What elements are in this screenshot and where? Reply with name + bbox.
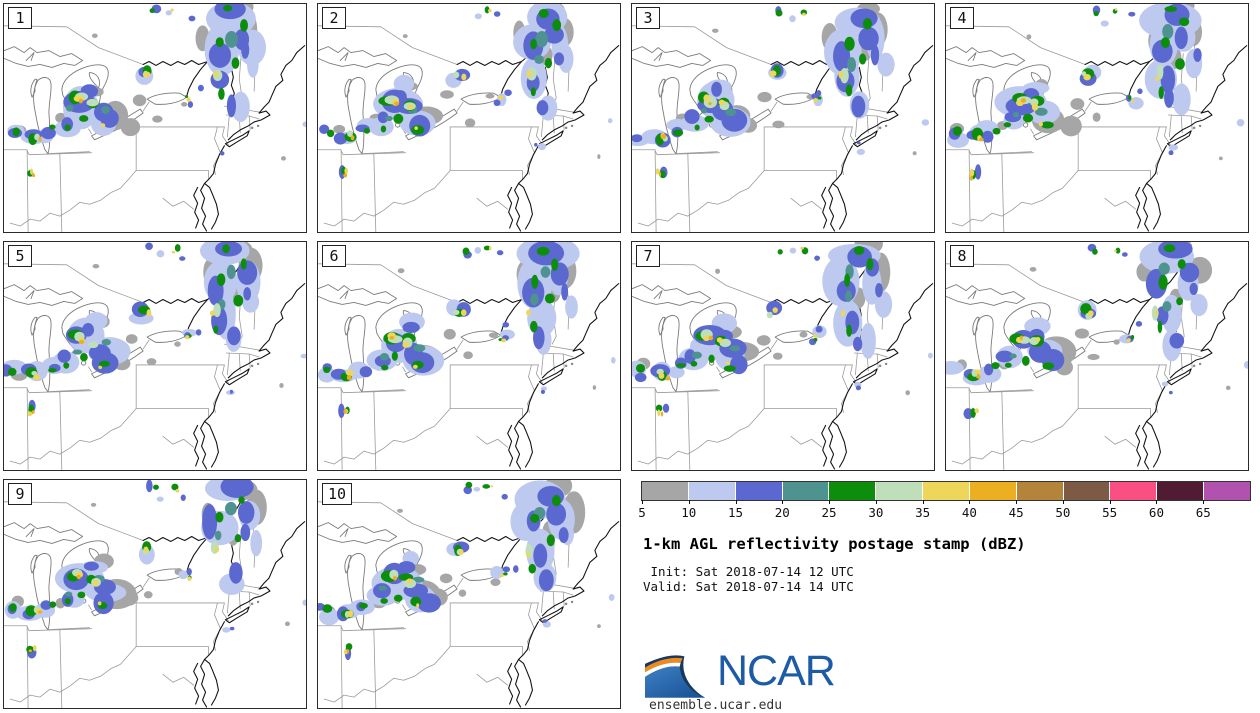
radar-echoes	[947, 4, 1245, 181]
member-panel-6: 6	[317, 241, 621, 471]
colorbar-tick-label: 65	[1195, 505, 1211, 520]
radar-echoes	[318, 480, 615, 661]
member-number-badge: 9	[8, 483, 32, 505]
valid-time: Valid: Sat 2018-07-14 14 UTC	[643, 579, 854, 594]
radar-echoes	[318, 242, 616, 418]
member-panel-4: 4	[945, 3, 1249, 233]
figure-title: 1-km AGL reflectivity postage stamp (dBZ…	[643, 535, 1026, 553]
radar-echoes	[632, 242, 933, 417]
colorbar-tick	[688, 500, 690, 504]
colorbar-tick-label: 40	[961, 505, 977, 520]
radar-echoes	[632, 4, 930, 179]
colorbar-tick	[1062, 500, 1064, 504]
reflectivity-map	[318, 4, 620, 232]
member-number-badge: 8	[950, 245, 974, 267]
member-number-badge: 7	[636, 245, 660, 267]
colorbar-tick	[782, 500, 784, 504]
colorbar-tick	[1016, 500, 1018, 504]
colorbar-tick	[922, 500, 924, 504]
init-valid-times: Init: Sat 2018-07-14 12 UTC Valid: Sat 2…	[643, 564, 854, 594]
radar-echoes	[4, 480, 306, 659]
member-panel-1: 1	[3, 3, 307, 233]
colorbar-segment	[1015, 482, 1063, 500]
colorbar-tick-label: 55	[1102, 505, 1118, 520]
colorbar-tick-label: 25	[821, 505, 837, 520]
member-number-badge: 3	[636, 7, 660, 29]
reflectivity-map	[4, 4, 306, 232]
colorbar-tick-label: 20	[774, 505, 790, 520]
colorbar-segment	[828, 482, 876, 500]
member-number-badge: 4	[950, 7, 974, 29]
colorbar-segment	[968, 482, 1016, 500]
ncar-logo-swoosh-icon	[645, 655, 705, 698]
radar-echoes	[4, 242, 306, 417]
colorbar-segment	[1156, 482, 1204, 500]
member-panel-3: 3	[631, 3, 935, 233]
radar-echoes	[7, 4, 306, 178]
colorbar-tick-label: 10	[681, 505, 697, 520]
colorbar-segment	[642, 482, 688, 500]
member-panel-7: 7	[631, 241, 935, 471]
reflectivity-map	[4, 480, 306, 708]
member-number-badge: 5	[8, 245, 32, 267]
colorbar-segment	[1062, 482, 1110, 500]
reflectivity-map	[946, 242, 1248, 470]
colorbar-tick	[829, 500, 831, 504]
member-panel-2: 2	[317, 3, 621, 233]
member-panel-10: 10	[317, 479, 621, 709]
init-time: Init: Sat 2018-07-14 12 UTC	[643, 564, 854, 579]
ensemble-url: ensemble.ucar.edu	[649, 698, 783, 713]
reflectivity-map	[632, 242, 934, 470]
ncar-logo-text: NCAR	[717, 647, 836, 695]
reflectivity-map	[4, 242, 306, 470]
radar-echoes	[319, 4, 613, 179]
colorbar-tick-label: 15	[728, 505, 744, 520]
colorbar-segment	[875, 482, 923, 500]
member-panel-9: 9	[3, 479, 307, 709]
colorbar-tick	[735, 500, 737, 504]
dbz-colorbar	[641, 481, 1251, 501]
member-panel-8: 8	[945, 241, 1249, 471]
colorbar-tick-label: 60	[1148, 505, 1164, 520]
colorbar-segment	[781, 482, 829, 500]
reflectivity-map	[318, 242, 620, 470]
colorbar-segment	[687, 482, 735, 500]
ncar-logo: NCAR	[645, 647, 985, 701]
colorbar-segment	[922, 482, 969, 500]
colorbar-tick	[875, 500, 877, 504]
colorbar-tick	[1156, 500, 1158, 504]
colorbar-segment	[734, 482, 782, 500]
reflectivity-map	[318, 480, 620, 708]
colorbar-tick	[642, 500, 643, 504]
colorbar-tick-label: 30	[868, 505, 884, 520]
colorbar-tick-label: 35	[915, 505, 931, 520]
member-number-badge: 1	[8, 7, 32, 29]
member-number-badge: 6	[322, 245, 346, 267]
legend-block: 5 10 15 20 25 30 35 40 45 50 55 60 65 1-km AGL refle…	[631, 479, 1256, 713]
colorbar-tick-label: 5	[638, 505, 646, 520]
reflectivity-map	[632, 4, 934, 232]
colorbar-tick-label: 45	[1008, 505, 1024, 520]
member-number-badge: 2	[322, 7, 346, 29]
colorbar-tick	[1203, 500, 1205, 504]
member-number-badge: 10	[322, 483, 353, 505]
member-panel-5: 5	[3, 241, 307, 471]
colorbar-tick	[969, 500, 971, 504]
colorbar-tick-label: 50	[1055, 505, 1071, 520]
radar-echoes	[946, 242, 1248, 420]
colorbar-tick	[1109, 500, 1111, 504]
reflectivity-map	[946, 4, 1248, 232]
colorbar-segment	[1109, 482, 1157, 500]
colorbar-segment	[1203, 482, 1250, 500]
